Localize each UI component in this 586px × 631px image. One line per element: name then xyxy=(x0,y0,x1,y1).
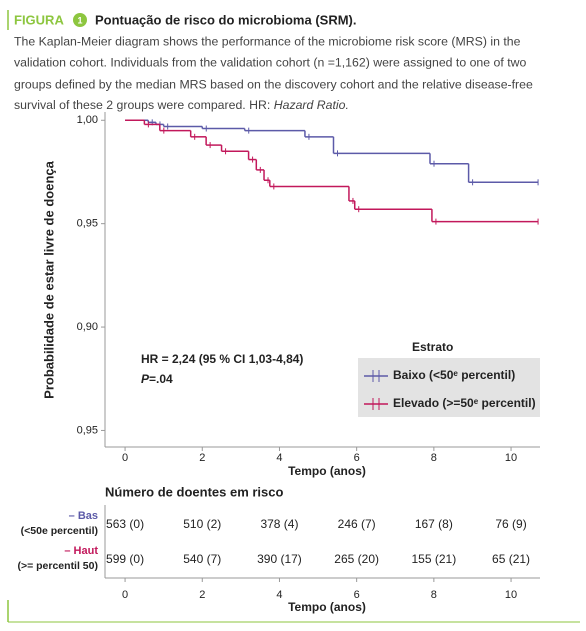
figure-title: Pontuação de risco do microbioma (SRM). xyxy=(95,12,356,27)
legend-title: Estrato xyxy=(412,340,453,354)
risk-row-sub: (>= percentil 50) xyxy=(17,560,98,572)
x-axis-label: Tempo (anos) xyxy=(288,464,366,478)
p-value: =.04 xyxy=(149,372,173,386)
risk-cell: 378 (4) xyxy=(260,517,298,531)
y-axis-label: Probabilidade de estar livre de doença xyxy=(41,160,56,398)
y-tick-label: 0,90 xyxy=(77,321,98,333)
x-tick-label: 0 xyxy=(122,589,128,601)
risk-cell: 563 (0) xyxy=(106,517,144,531)
annotation-p: P=.04 xyxy=(141,372,173,386)
x-tick-label: 0 xyxy=(122,452,128,464)
risk-row-name: – Bas xyxy=(69,510,98,522)
risk-cell: 155 (21) xyxy=(412,552,457,566)
x-tick-label: 4 xyxy=(276,452,282,464)
figure-number: 1 xyxy=(77,15,82,25)
y-tick-label: 0,95 xyxy=(77,424,98,436)
p-label: P xyxy=(141,372,150,386)
risk-cell: 510 (2) xyxy=(183,517,221,531)
risk-table-title: Número de doentes em risco xyxy=(105,484,283,499)
legend-label: Baixo (<50ᵉ percentil) xyxy=(393,368,515,382)
y-tick-label: 0,95 xyxy=(77,218,98,230)
caption-line: The Kaplan-Meier diagram shows the perfo… xyxy=(14,34,521,48)
x-tick-label: 4 xyxy=(276,589,282,601)
y-tick-label: 1,00 xyxy=(77,114,98,126)
legend-box xyxy=(358,358,540,417)
risk-cell: 246 (7) xyxy=(338,517,376,531)
caption-text: survival of these 2 groups were compared… xyxy=(14,98,274,112)
x-axis-label: Tempo (anos) xyxy=(288,600,366,614)
legend-label: Elevado (>=50ᵉ percentil) xyxy=(393,396,536,410)
risk-cell: 65 (21) xyxy=(492,552,530,566)
caption-line: groups defined by the median MRS based o… xyxy=(14,77,533,91)
x-tick-label: 6 xyxy=(354,589,360,601)
x-tick-label: 8 xyxy=(431,589,437,601)
caption-italic: Hazard Ratio. xyxy=(274,98,349,112)
figure-label: FIGURA xyxy=(14,12,64,27)
risk-cell: 390 (17) xyxy=(257,552,302,566)
risk-cell: 265 (20) xyxy=(334,552,379,566)
number-badge xyxy=(73,13,87,27)
x-tick-label: 2 xyxy=(199,452,205,464)
x-tick-label: 10 xyxy=(505,452,517,464)
annotation-hr: HR = 2,24 (95 % CI 1,03-4,84) xyxy=(141,352,303,366)
caption-line: validation cohort. Individuals from the … xyxy=(14,55,526,69)
risk-row-name: – Haut xyxy=(64,545,98,557)
risk-cell: 76 (9) xyxy=(495,517,526,531)
risk-row-sub: (<50e percentil) xyxy=(21,525,98,537)
risk-cell: 599 (0) xyxy=(106,552,144,566)
risk-cell: 540 (7) xyxy=(183,552,221,566)
x-tick-label: 6 xyxy=(354,452,360,464)
caption-line: survival of these 2 groups were compared… xyxy=(14,98,349,112)
x-tick-label: 8 xyxy=(431,452,437,464)
x-tick-label: 2 xyxy=(199,589,205,601)
risk-cell: 167 (8) xyxy=(415,517,453,531)
x-tick-label: 10 xyxy=(505,589,517,601)
